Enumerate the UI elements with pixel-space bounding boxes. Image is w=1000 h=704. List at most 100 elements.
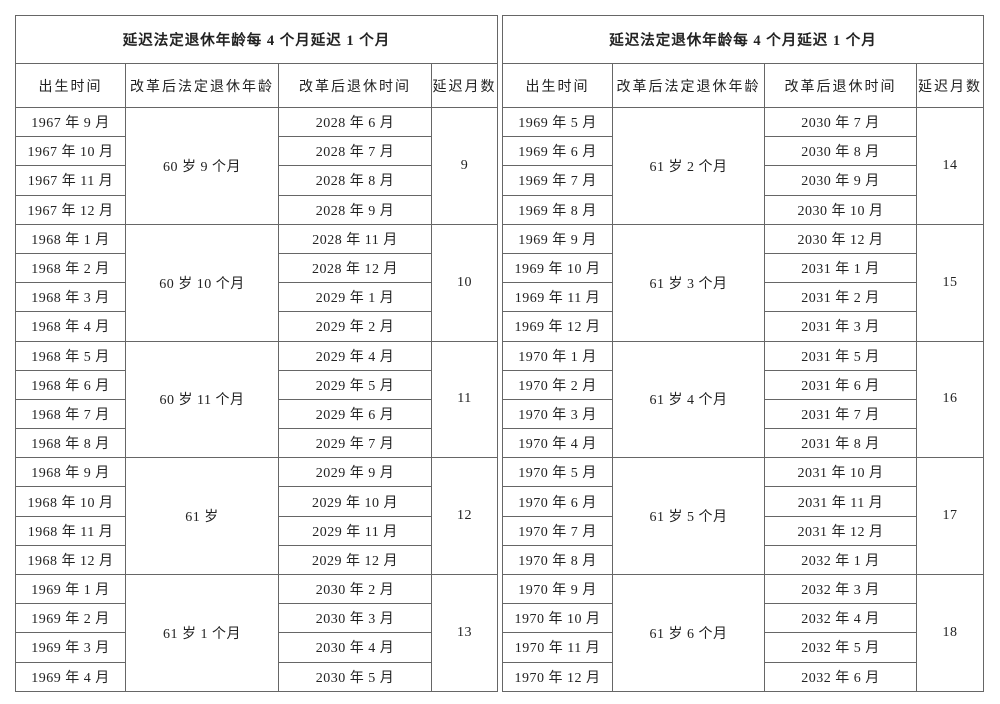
retire-cell: 2029 年 12 月: [278, 544, 432, 576]
retire-cell: 2028 年 7 月: [278, 136, 432, 167]
delay-cell: 14: [916, 107, 984, 225]
retire-cell: 2030 年 3 月: [278, 603, 432, 634]
birth-cell: 1968 年 6 月: [15, 369, 126, 400]
birth-cell: 1969 年 9 月: [502, 223, 613, 254]
delay-cell: 11: [431, 340, 498, 459]
birth-cell: 1969 年 11 月: [502, 282, 613, 313]
retire-cell: 2028 年 8 月: [278, 165, 432, 196]
data-row: 1970 年 7 月 2031 年 12 月: [502, 515, 984, 546]
retire-cell: 2032 年 3 月: [764, 573, 917, 605]
birth-cell: 1969 年 1 月: [15, 573, 126, 605]
header-cell: 改革后退休时间: [764, 63, 917, 108]
data-row: 1968 年 6 月 2029 年 5 月: [15, 369, 498, 400]
birth-cell: 1970 年 10 月: [502, 603, 613, 634]
title-row: 延迟法定退休年龄每 4 个月延迟 1 个月: [502, 15, 984, 64]
retire-cell: 2028 年 11 月: [278, 223, 432, 254]
header-cell: 改革后法定退休年龄: [612, 63, 765, 108]
data-row: 1970 年 5 月 61 岁 5 个月 2031 年 10 月 17: [502, 457, 984, 575]
data-row: 1969 年 11 月 2031 年 2 月: [502, 282, 984, 313]
delay-cell: 15: [916, 223, 984, 342]
birth-cell: 1968 年 4 月: [15, 311, 126, 342]
data-row: 1970 年 12 月 2032 年 6 月: [502, 661, 984, 692]
retire-cell: 2028 年 12 月: [278, 252, 432, 284]
retire-cell: 2030 年 5 月: [278, 661, 432, 692]
birth-cell: 1970 年 4 月: [502, 428, 613, 459]
age-cell: 61 岁 3 个月: [612, 223, 765, 342]
header-cell: 改革后退休时间: [278, 63, 432, 108]
retire-cell: 2032 年 4 月: [764, 603, 917, 634]
birth-cell: 1970 年 1 月: [502, 340, 613, 371]
birth-cell: 1967 年 9 月: [15, 106, 126, 138]
birth-cell: 1968 年 9 月: [15, 457, 126, 488]
age-cell: 61 岁 5 个月: [612, 457, 765, 575]
birth-cell: 1969 年 3 月: [15, 632, 126, 663]
header-row: 出生时间 改革后法定退休年龄 改革后退休时间 延迟月数: [502, 63, 984, 108]
data-row: 1968 年 8 月 2029 年 7 月: [15, 428, 498, 459]
birth-cell: 1967 年 12 月: [15, 194, 126, 225]
title-row: 延迟法定退休年龄每 4 个月延迟 1 个月: [15, 15, 498, 64]
retire-cell: 2031 年 12 月: [764, 515, 917, 546]
birth-cell: 1970 年 8 月: [502, 544, 613, 576]
data-row: 1968 年 1 月 60 岁 10 个月 2028 年 11 月 10: [15, 223, 498, 342]
data-row: 1967 年 12 月 2028 年 9 月: [15, 194, 498, 225]
retire-cell: 2029 年 6 月: [278, 398, 432, 430]
data-row: 1969 年 5 月 61 岁 2 个月 2030 年 7 月 14: [502, 106, 984, 225]
birth-cell: 1968 年 1 月: [15, 223, 126, 254]
data-row: 1967 年 11 月 2028 年 8 月: [15, 165, 498, 196]
retire-cell: 2031 年 6 月: [764, 369, 917, 400]
age-cell: 61 岁: [125, 457, 279, 575]
birth-cell: 1970 年 7 月: [502, 515, 613, 546]
retire-cell: 2028 年 6 月: [278, 106, 432, 138]
retire-cell: 2029 年 2 月: [278, 311, 432, 342]
header-cell: 改革后法定退休年龄: [125, 63, 279, 108]
retire-cell: 2031 年 5 月: [764, 340, 917, 371]
birth-cell: 1970 年 6 月: [502, 486, 613, 517]
retire-cell: 2032 年 5 月: [764, 632, 917, 663]
retire-cell: 2030 年 4 月: [278, 632, 432, 663]
birth-cell: 1968 年 11 月: [15, 515, 126, 546]
age-cell: 61 岁 6 个月: [612, 574, 765, 692]
data-row: 1969 年 3 月 2030 年 4 月: [15, 632, 498, 663]
retire-cell: 2031 年 1 月: [764, 252, 917, 284]
birth-cell: 1969 年 2 月: [15, 603, 126, 634]
retire-cell: 2031 年 8 月: [764, 428, 917, 459]
data-row: 1968 年 12 月 2029 年 12 月: [15, 544, 498, 576]
birth-cell: 1970 年 3 月: [502, 398, 613, 430]
data-row: 1969 年 7 月 2030 年 9 月: [502, 165, 984, 196]
age-cell: 60 岁 10 个月: [125, 223, 279, 342]
data-row: 1970 年 3 月 2031 年 7 月: [502, 398, 984, 430]
retire-cell: 2030 年 12 月: [764, 223, 917, 254]
table: 延迟法定退休年龄每 4 个月延迟 1 个月 出生时间 改革后法定退休年龄 改革后退休时…: [15, 15, 498, 692]
data-row: 1970 年 4 月 2031 年 8 月: [502, 428, 984, 459]
birth-cell: 1968 年 3 月: [15, 282, 126, 313]
delay-cell: 13: [431, 574, 498, 692]
delay-cell: 18: [916, 574, 984, 692]
age-cell: 61 岁 1 个月: [125, 574, 279, 692]
age-cell: 60 岁 11 个月: [125, 340, 279, 459]
birth-cell: 1967 年 10 月: [15, 136, 126, 167]
retire-cell: 2030 年 9 月: [764, 165, 917, 196]
table-title: 延迟法定退休年龄每 4 个月延迟 1 个月: [15, 15, 498, 64]
data-row: 1970 年 10 月 2032 年 4 月: [502, 603, 984, 634]
delay-cell: 12: [431, 457, 498, 575]
retire-cell: 2029 年 11 月: [278, 515, 432, 546]
birth-cell: 1968 年 7 月: [15, 398, 126, 430]
data-row: 1969 年 2 月 2030 年 3 月: [15, 603, 498, 634]
retire-cell: 2030 年 2 月: [278, 573, 432, 605]
birth-cell: 1968 年 5 月: [15, 340, 126, 371]
table-body: 延迟法定退休年龄每 4 个月延迟 1 个月 出生时间 改革后法定退休年龄 改革后退休时…: [15, 15, 498, 692]
retire-cell: 2031 年 10 月: [764, 457, 917, 488]
retire-cell: 2029 年 7 月: [278, 428, 432, 459]
retire-cell: 2030 年 10 月: [764, 194, 917, 225]
birth-cell: 1968 年 12 月: [15, 544, 126, 576]
delay-cell: 17: [916, 457, 984, 575]
header-cell: 出生时间: [15, 63, 126, 108]
birth-cell: 1969 年 12 月: [502, 311, 613, 342]
birth-cell: 1970 年 2 月: [502, 369, 613, 400]
header-cell: 延迟月数: [916, 63, 984, 108]
retire-cell: 2031 年 3 月: [764, 311, 917, 342]
retire-cell: 2031 年 11 月: [764, 486, 917, 517]
retire-cell: 2029 年 5 月: [278, 369, 432, 400]
data-row: 1968 年 9 月 61 岁 2029 年 9 月 12: [15, 457, 498, 575]
